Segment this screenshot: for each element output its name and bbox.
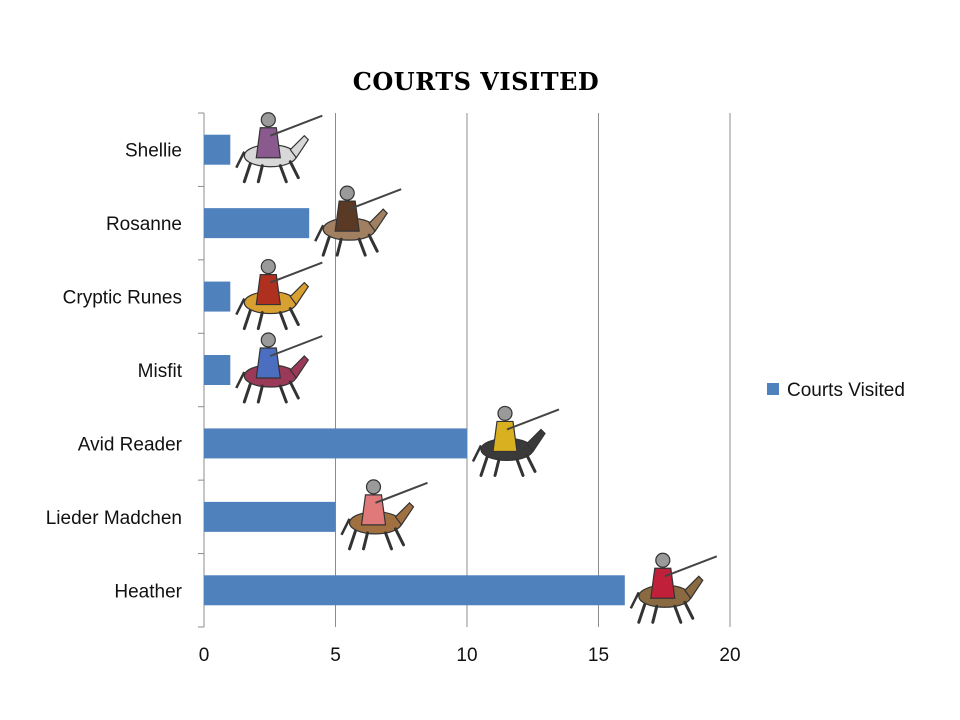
legend-label: Courts Visited xyxy=(787,380,905,401)
category-label: Heather xyxy=(114,581,182,602)
bar xyxy=(204,428,467,459)
category-label: Avid Reader xyxy=(78,434,183,455)
category-label: Shellie xyxy=(125,141,182,162)
x-tick-label: 20 xyxy=(719,645,740,666)
category-label: Misfit xyxy=(138,361,183,382)
knight-on-horse-icon xyxy=(340,479,428,551)
knights xyxy=(235,112,718,624)
legend-swatch xyxy=(767,383,779,395)
knight-on-horse-icon xyxy=(235,112,323,184)
knight-on-horse-icon xyxy=(235,258,323,331)
bar xyxy=(204,355,231,385)
category-label: Cryptic Runes xyxy=(63,288,182,309)
bar xyxy=(204,281,231,312)
x-tick-label: 15 xyxy=(588,645,609,666)
knight-on-horse-icon xyxy=(235,332,323,404)
category-label: Rosanne xyxy=(106,214,182,235)
chart-title: COURTS VISITED xyxy=(353,67,599,96)
bar xyxy=(204,501,336,532)
bars xyxy=(204,134,625,606)
category-label: Lieder Madchen xyxy=(46,508,182,529)
bar xyxy=(204,134,231,165)
knight-on-horse-icon xyxy=(629,552,718,624)
y-axis xyxy=(198,112,205,628)
x-tick-labels: 0 5 10 15 20 xyxy=(199,645,741,666)
legend: Courts Visited xyxy=(767,380,905,401)
x-tick-label: 5 xyxy=(330,645,341,666)
bar xyxy=(204,575,625,606)
bar xyxy=(204,208,310,239)
x-tick-label: 10 xyxy=(456,645,477,666)
knight-on-horse-icon xyxy=(314,185,402,257)
x-tick-label: 0 xyxy=(199,645,210,666)
knight-on-horse-icon xyxy=(471,405,560,477)
category-labels: Shellie Rosanne Cryptic Runes Misfit Avid Re… xyxy=(46,141,183,603)
grid xyxy=(335,113,731,627)
